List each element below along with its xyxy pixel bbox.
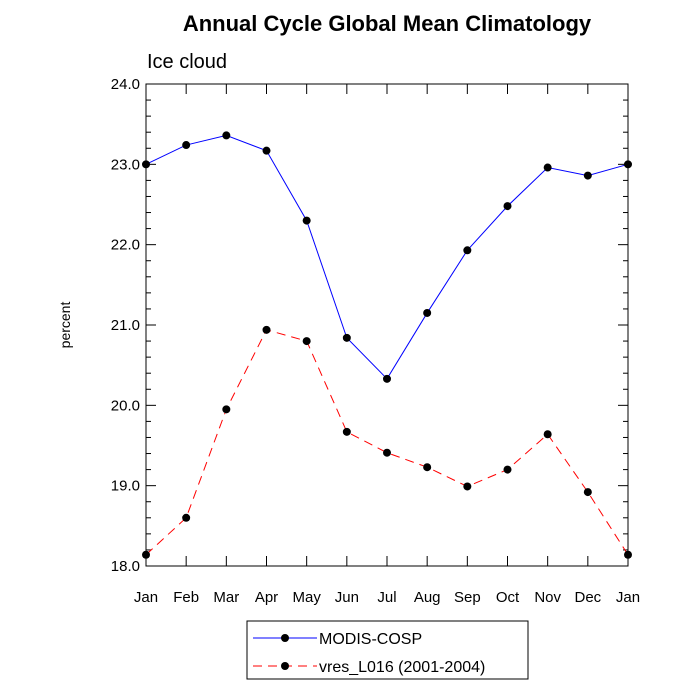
data-point [182, 141, 191, 150]
legend-label: vres_L016 (2001-2004) [319, 659, 485, 676]
series-line [145, 134, 629, 380]
data-point [583, 171, 592, 180]
data-point [222, 131, 231, 140]
data-point [142, 160, 150, 169]
y-tick-label: 22.0 [111, 237, 140, 254]
y-tick-label: 20.0 [111, 397, 140, 414]
data-point [543, 163, 552, 172]
data-point [342, 333, 351, 342]
data-point [182, 513, 191, 522]
plot-frame [145, 83, 629, 567]
x-tick-label: Nov [534, 589, 561, 606]
data-point [262, 146, 271, 155]
data-point [503, 465, 512, 474]
legend-box [246, 620, 529, 680]
data-point [463, 246, 472, 255]
y-tick-label: 21.0 [111, 317, 140, 334]
data-point [624, 550, 632, 559]
data-point [423, 308, 432, 317]
data-point [543, 430, 552, 439]
x-tick-label: Feb [173, 589, 199, 606]
legend-item: vres_L016 (2001-2004) [253, 659, 485, 676]
data-point [423, 463, 432, 472]
data-point [383, 448, 391, 457]
data-point [342, 427, 351, 436]
legend: MODIS-COSP vres_L016 (2001-2004) [246, 620, 529, 680]
x-tick-label: Jul [377, 589, 396, 606]
series-2 [142, 325, 632, 559]
x-tick-label: May [292, 589, 321, 606]
data-point [583, 488, 592, 497]
chart-subtitle: Ice cloud [147, 51, 227, 73]
series-line [145, 329, 629, 556]
x-tick-label: Mar [213, 589, 239, 606]
y-axis-label: percent [57, 302, 73, 349]
x-tick-label: Apr [255, 589, 278, 606]
legend-item: MODIS-COSP [253, 631, 422, 648]
series-1 [142, 131, 632, 383]
data-point [302, 337, 311, 346]
x-tick-label: Sep [454, 589, 481, 606]
data-point [142, 550, 150, 559]
y-tick-label: 19.0 [111, 478, 140, 495]
y-tick-label: 24.0 [111, 76, 140, 93]
series-layer [142, 131, 632, 559]
legend-label: MODIS-COSP [319, 631, 422, 648]
x-tick-label: Dec [574, 589, 601, 606]
x-tick-label: Jun [335, 589, 359, 606]
x-tick-label: Aug [414, 589, 441, 606]
data-point [222, 405, 231, 414]
data-point [302, 216, 311, 225]
data-point [383, 374, 391, 383]
data-point [503, 202, 512, 211]
x-tick-label: Jan [616, 589, 640, 606]
legend-marker [281, 662, 289, 670]
x-tick-label: Jan [134, 589, 158, 606]
legend-marker [281, 634, 289, 642]
data-point [463, 482, 472, 491]
y-tick-label: 18.0 [111, 558, 140, 575]
data-point [624, 160, 632, 169]
data-point [262, 325, 271, 334]
axes: 18.0 19.0 20.0 21.0 22.0 23.0 24.0 Jan Feb Mar Apr… [111, 76, 640, 606]
chart-title: Annual Cycle Global Mean Climatology [183, 11, 592, 36]
x-tick-label: Oct [496, 589, 520, 606]
y-tick-label: 23.0 [111, 156, 140, 173]
